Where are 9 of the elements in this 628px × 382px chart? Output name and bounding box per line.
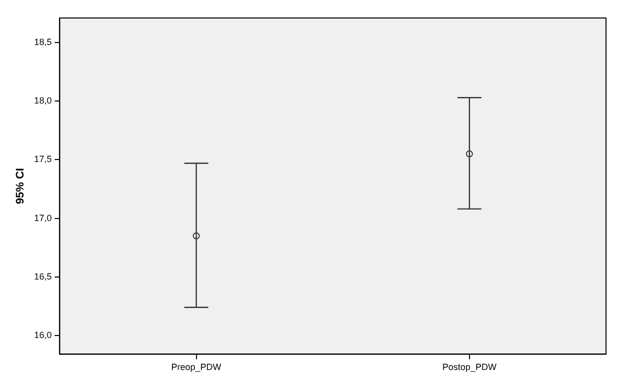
y-tick-label: 17,5 — [34, 154, 52, 164]
y-axis-title: 95% CI — [14, 168, 27, 204]
y-tick-label: 16,5 — [34, 271, 52, 282]
x-tick-label: Postop_PDW — [442, 362, 497, 372]
y-tick-label: 18,0 — [34, 96, 52, 106]
y-tick-label: 18,5 — [34, 37, 52, 48]
x-tick-label: Preop_PDW — [171, 362, 222, 372]
y-tick-label: 16,0 — [34, 330, 52, 340]
y-tick-label: 17,0 — [34, 212, 52, 223]
